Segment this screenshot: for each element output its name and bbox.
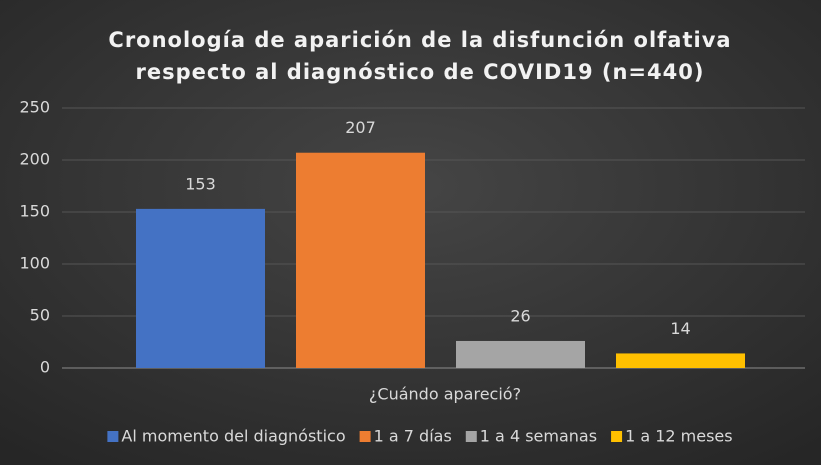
legend-swatch bbox=[611, 431, 623, 442]
x-axis-label: ¿Cuándo apareció? bbox=[369, 385, 521, 404]
legend-label: 1 a 4 semanas bbox=[480, 427, 597, 446]
y-tick-label: 250 bbox=[19, 98, 50, 117]
y-tick-label: 50 bbox=[30, 306, 50, 325]
data-label: 153 bbox=[185, 174, 216, 193]
y-tick-label: 200 bbox=[19, 150, 50, 169]
bar bbox=[616, 353, 745, 368]
bar bbox=[456, 340, 585, 368]
legend-swatch bbox=[465, 431, 477, 442]
legend-label: 1 a 12 meses bbox=[625, 427, 733, 446]
legend-label: Al momento del diagnóstico bbox=[121, 427, 345, 446]
chart-title: respecto al diagnóstico de COVID19 (n=44… bbox=[136, 60, 705, 84]
chart-title: Cronología de aparición de la disfunción… bbox=[108, 28, 731, 52]
data-label: 207 bbox=[345, 118, 376, 137]
data-label: 14 bbox=[670, 319, 690, 338]
y-tick-label: 100 bbox=[19, 254, 50, 273]
data-label: 26 bbox=[510, 306, 530, 325]
legend-swatch bbox=[107, 431, 119, 442]
bar bbox=[136, 208, 265, 368]
legend-swatch bbox=[359, 431, 371, 442]
bar bbox=[296, 152, 425, 368]
y-tick-label: 0 bbox=[40, 358, 50, 377]
y-tick-label: 150 bbox=[19, 202, 50, 221]
legend-label: 1 a 7 días bbox=[374, 427, 452, 446]
